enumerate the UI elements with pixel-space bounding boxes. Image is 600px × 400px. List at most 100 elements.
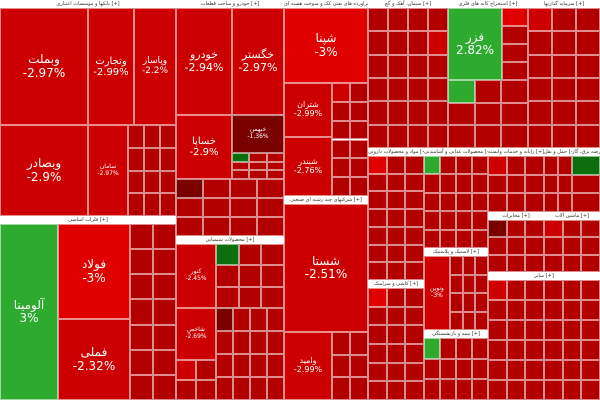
minor-stock-tile[interactable] (405, 325, 424, 344)
minor-stock-tile[interactable] (176, 380, 196, 400)
minor-stock-tile[interactable] (525, 359, 544, 380)
minor-stock-tile[interactable] (368, 244, 387, 263)
minor-stock-tile[interactable] (581, 340, 600, 360)
minor-stock-tile[interactable] (576, 101, 600, 125)
minor-stock-tile[interactable] (257, 216, 284, 236)
minor-stock-tile[interactable] (456, 174, 472, 193)
minor-stock-tile[interactable] (472, 156, 488, 175)
minor-stock-tile[interactable] (472, 358, 488, 380)
minor-stock-tile[interactable] (230, 179, 257, 198)
minor-stock-tile[interactable] (525, 299, 544, 320)
minor-stock-tile[interactable] (153, 299, 176, 325)
minor-stock-tile[interactable] (462, 256, 476, 275)
minor-stock-tile[interactable] (368, 54, 388, 78)
minor-stock-tile[interactable] (544, 193, 558, 212)
minor-stock-tile[interactable] (581, 237, 600, 255)
minor-stock-tile[interactable] (572, 156, 600, 175)
minor-stock-tile[interactable] (475, 274, 488, 293)
minor-stock-tile[interactable] (528, 78, 552, 102)
minor-stock-tile[interactable] (176, 197, 203, 217)
minor-stock-tile[interactable] (128, 125, 144, 148)
minor-stock-tile[interactable] (488, 359, 507, 380)
minor-stock-tile[interactable] (474, 125, 502, 148)
minor-stock-tile[interactable] (502, 26, 528, 44)
minor-stock-tile[interactable] (506, 193, 526, 212)
minor-stock-tile[interactable] (388, 31, 408, 55)
stock-tile[interactable]: شاخص -2.69% (176, 308, 216, 360)
stock-tile[interactable]: خگستر -2.97% (232, 8, 284, 115)
minor-stock-tile[interactable] (428, 124, 448, 148)
minor-stock-tile[interactable] (448, 102, 475, 126)
minor-stock-tile[interactable] (450, 274, 463, 293)
minor-stock-tile[interactable] (501, 80, 528, 103)
minor-stock-tile[interactable] (405, 173, 424, 192)
minor-stock-tile[interactable] (332, 377, 350, 400)
stock-tile[interactable]: وتجارت -2.99% (88, 8, 134, 125)
minor-stock-tile[interactable] (405, 306, 424, 326)
minor-stock-tile[interactable] (128, 147, 144, 171)
minor-stock-tile[interactable] (261, 265, 284, 287)
minor-stock-tile[interactable] (475, 311, 488, 330)
minor-stock-tile[interactable] (544, 280, 563, 300)
minor-stock-tile[interactable] (386, 173, 406, 192)
minor-stock-tile[interactable] (428, 8, 448, 32)
minor-stock-tile[interactable] (238, 265, 262, 287)
minor-stock-tile[interactable] (405, 381, 424, 400)
minor-stock-tile[interactable] (388, 78, 408, 102)
minor-stock-tile[interactable] (233, 354, 250, 377)
minor-stock-tile[interactable] (216, 308, 233, 331)
minor-stock-tile[interactable] (232, 153, 250, 162)
minor-stock-tile[interactable] (424, 211, 440, 230)
minor-stock-tile[interactable] (488, 174, 507, 194)
minor-stock-tile[interactable] (332, 120, 350, 140)
minor-stock-tile[interactable] (544, 174, 558, 194)
minor-stock-tile[interactable] (506, 174, 526, 194)
minor-stock-tile[interactable] (257, 197, 284, 217)
minor-stock-tile[interactable] (388, 54, 408, 78)
minor-stock-tile[interactable] (581, 299, 600, 320)
minor-stock-tile[interactable] (153, 249, 176, 275)
minor-stock-tile[interactable] (368, 362, 387, 382)
minor-stock-tile[interactable] (386, 344, 406, 363)
minor-stock-tile[interactable] (160, 193, 176, 216)
minor-stock-tile[interactable] (232, 170, 250, 179)
minor-stock-tile[interactable] (456, 358, 472, 380)
minor-stock-tile[interactable] (456, 156, 472, 175)
minor-stock-tile[interactable] (552, 8, 576, 32)
minor-stock-tile[interactable] (405, 209, 424, 227)
minor-stock-tile[interactable] (203, 179, 230, 198)
minor-stock-tile[interactable] (233, 331, 250, 354)
minor-stock-tile[interactable] (440, 358, 456, 380)
minor-stock-tile[interactable] (581, 220, 600, 238)
minor-stock-tile[interactable] (462, 293, 476, 312)
stock-tile[interactable]: شپنا -3% (284, 8, 368, 83)
minor-stock-tile[interactable] (388, 8, 408, 32)
minor-stock-tile[interactable] (424, 358, 440, 380)
minor-stock-tile[interactable] (332, 83, 350, 102)
minor-stock-tile[interactable] (440, 192, 456, 212)
minor-stock-tile[interactable] (233, 308, 250, 331)
minor-stock-tile[interactable] (506, 220, 526, 238)
minor-stock-tile[interactable] (576, 124, 600, 148)
minor-stock-tile[interactable] (350, 83, 368, 102)
minor-stock-tile[interactable] (474, 102, 502, 126)
minor-stock-tile[interactable] (544, 380, 563, 400)
minor-stock-tile[interactable] (562, 340, 582, 360)
minor-stock-tile[interactable] (424, 229, 440, 248)
minor-stock-tile[interactable] (424, 156, 440, 175)
minor-stock-tile[interactable] (472, 192, 488, 212)
minor-stock-tile[interactable] (544, 220, 563, 238)
minor-stock-tile[interactable] (388, 124, 408, 148)
minor-stock-tile[interactable] (130, 349, 153, 375)
minor-stock-tile[interactable] (488, 193, 507, 212)
minor-stock-tile[interactable] (475, 256, 488, 275)
minor-stock-tile[interactable] (502, 8, 528, 26)
stock-tile[interactable]: کنور -2.45% (176, 244, 216, 308)
minor-stock-tile[interactable] (388, 101, 408, 125)
minor-stock-tile[interactable] (428, 31, 448, 55)
minor-stock-tile[interactable] (216, 286, 239, 308)
minor-stock-tile[interactable] (332, 354, 350, 378)
minor-stock-tile[interactable] (216, 331, 233, 354)
minor-stock-tile[interactable] (257, 179, 284, 198)
minor-stock-tile[interactable] (544, 359, 563, 380)
